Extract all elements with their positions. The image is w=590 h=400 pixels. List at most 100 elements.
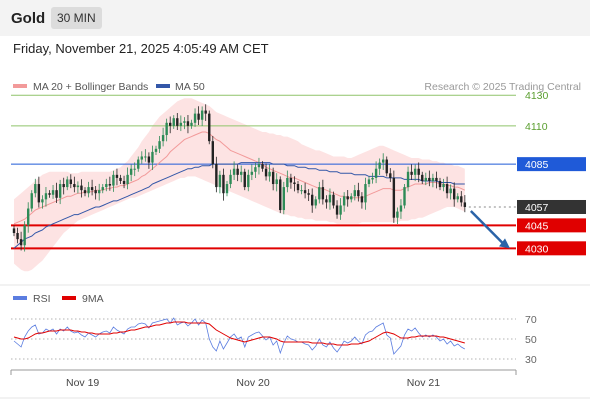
candle-body xyxy=(413,168,417,175)
level-tag-4045 xyxy=(517,218,586,233)
candle-body xyxy=(19,239,23,246)
candle-body xyxy=(12,228,16,234)
x-tick-label: Nov 21 xyxy=(407,377,440,389)
rsi-tick-30: 30 xyxy=(525,354,537,366)
candle-body xyxy=(339,205,342,215)
legend-swatch-rsi xyxy=(13,296,27,300)
candle-body xyxy=(367,179,371,185)
candle-body xyxy=(286,177,289,188)
forecast-arrow-shaft xyxy=(469,210,505,246)
candle-body xyxy=(392,177,396,218)
candle-body xyxy=(62,184,65,188)
candle-body xyxy=(119,177,122,181)
candle-body xyxy=(41,199,44,203)
candle-body xyxy=(428,177,431,181)
top-bar: Gold 30 MIN xyxy=(0,0,590,36)
candle-body xyxy=(374,168,378,178)
candle-body xyxy=(282,187,285,211)
candle-body xyxy=(215,164,218,188)
candle-body xyxy=(222,174,225,194)
candle-body xyxy=(73,184,76,188)
candle-body xyxy=(445,184,449,194)
candle-body xyxy=(183,121,186,123)
candle-body xyxy=(172,118,175,126)
candle-body xyxy=(453,188,456,200)
candle-body xyxy=(115,174,119,178)
legend-ma50-label: MA 50 xyxy=(175,81,205,93)
candle-body xyxy=(321,187,325,200)
candle-body xyxy=(403,187,406,206)
candle-body xyxy=(161,135,165,142)
level-tag-4030 xyxy=(517,241,586,256)
candle-body xyxy=(360,196,364,203)
candle-body xyxy=(165,122,168,136)
candle-body xyxy=(396,211,399,218)
candle-body xyxy=(190,122,193,126)
chart-datetime: Friday, November 21, 2025 4:05:49 AM CET xyxy=(13,41,269,56)
candle-body xyxy=(193,113,197,123)
candle-body xyxy=(122,180,126,185)
candle-body xyxy=(463,202,467,207)
candle-body xyxy=(264,168,268,177)
candle-body xyxy=(144,156,147,158)
candle-body xyxy=(44,193,48,200)
candle-body xyxy=(98,190,101,194)
candle-body xyxy=(328,194,332,203)
candle-body xyxy=(311,194,314,206)
candle-body xyxy=(378,162,381,169)
candle-body xyxy=(303,190,307,194)
candle-body xyxy=(108,184,112,186)
candle-body xyxy=(431,177,435,181)
candle-body xyxy=(236,168,239,175)
candle-body xyxy=(399,205,403,212)
candle-body xyxy=(112,174,115,186)
x-tick-label: Nov 20 xyxy=(236,377,269,389)
candle-body xyxy=(385,159,388,174)
candle-body xyxy=(34,184,37,194)
forecast-arrow-head xyxy=(499,238,510,249)
legend-rsi9-label: 9MA xyxy=(82,293,104,305)
candle-body xyxy=(382,159,385,163)
candle-body xyxy=(137,159,140,169)
candle-body xyxy=(271,171,275,185)
candle-body xyxy=(293,182,296,185)
level-label-4057: 4057 xyxy=(525,202,549,214)
candle-body xyxy=(275,179,278,185)
level-label-4045: 4045 xyxy=(525,220,549,232)
candle-body xyxy=(243,171,246,188)
candle-body xyxy=(435,177,438,181)
candle-body xyxy=(232,168,236,175)
candle-body xyxy=(342,196,346,206)
candle-body xyxy=(80,185,83,191)
timeframe-badge[interactable]: 30 MIN xyxy=(51,7,102,29)
candle-body xyxy=(147,156,151,163)
bollinger-band-area xyxy=(14,98,465,272)
candle-body xyxy=(318,187,321,200)
candle-body xyxy=(357,190,360,197)
legend-swatch-ma50 xyxy=(156,84,170,88)
candle-body xyxy=(371,177,374,180)
candle-body xyxy=(133,168,136,170)
candle-body xyxy=(417,168,420,175)
candle-body xyxy=(346,196,349,200)
candle-body xyxy=(229,174,232,185)
credit-text: Research © 2025 Trading Central xyxy=(424,81,581,93)
candle-body xyxy=(169,122,172,126)
candle-body xyxy=(442,184,445,188)
candle-body xyxy=(247,174,250,188)
candle-body xyxy=(179,122,183,126)
candle-body xyxy=(289,177,293,183)
candle-body xyxy=(151,151,154,163)
candle-body xyxy=(176,118,179,126)
candle-body xyxy=(140,156,143,160)
candle-body xyxy=(218,174,222,188)
candle-body xyxy=(353,190,356,197)
candle-body xyxy=(158,141,161,149)
legend-swatch-bb xyxy=(13,84,27,88)
candle-body xyxy=(126,174,129,185)
candle-body xyxy=(200,110,204,120)
candle-body xyxy=(69,179,72,185)
candle-body xyxy=(27,208,30,226)
candle-body xyxy=(421,174,424,181)
